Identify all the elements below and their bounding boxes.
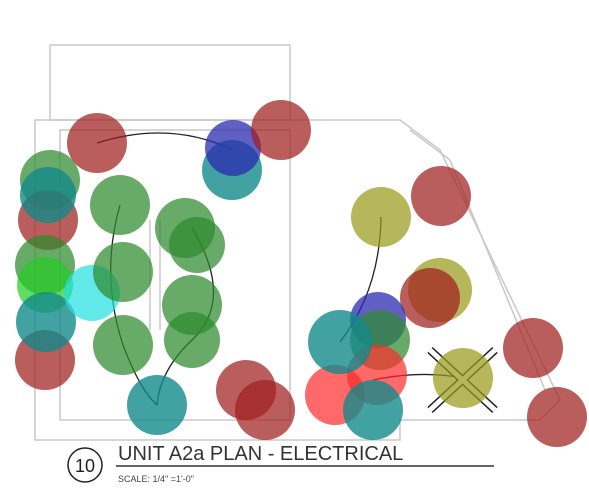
marker (411, 166, 471, 226)
title-block: 10 UNIT A2a PLAN - ELECTRICAL SCALE: 1/4… (68, 443, 494, 484)
wall (50, 45, 290, 120)
marker (169, 217, 225, 273)
drawing-title: UNIT A2a PLAN - ELECTRICAL (118, 443, 403, 465)
marker (90, 175, 150, 235)
marker (527, 387, 587, 447)
marker (164, 312, 220, 368)
marker (308, 310, 372, 374)
plan: 10 UNIT A2a PLAN - ELECTRICAL SCALE: 1/4… (0, 0, 589, 495)
marker (67, 113, 127, 173)
marker (235, 380, 295, 440)
marker (251, 100, 311, 160)
marker (433, 348, 493, 408)
drawing-scale: SCALE: 1/4" =1'-0" (118, 474, 194, 484)
marker (400, 268, 460, 328)
marker (503, 318, 563, 378)
drawing-number: 10 (75, 456, 95, 476)
marker (343, 380, 403, 440)
markers (15, 100, 587, 447)
marker (20, 167, 76, 223)
marker (93, 315, 153, 375)
marker (351, 187, 411, 247)
marker (93, 242, 153, 302)
marker (127, 375, 187, 435)
